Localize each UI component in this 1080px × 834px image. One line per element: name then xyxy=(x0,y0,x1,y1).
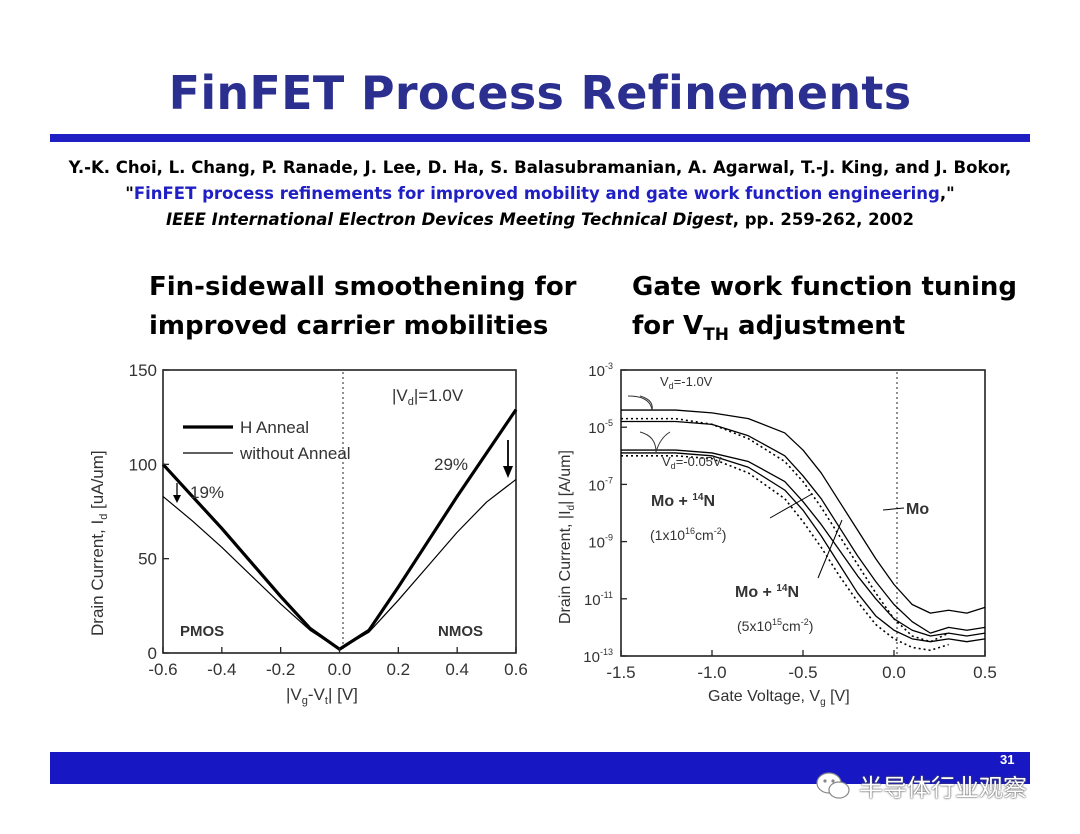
citation-journal-line: IEEE International Electron Devices Meet… xyxy=(0,210,1080,229)
vd-annotation: |Vd|=1.0V xyxy=(392,386,464,408)
dose-1-label: (1x1016cm-2) xyxy=(650,526,726,543)
watermark: 半导体行业观察 xyxy=(815,768,1027,803)
right-series-0 xyxy=(621,409,986,614)
left-x-tick-label: -0.2 xyxy=(266,660,295,679)
quote-close: ," xyxy=(939,184,955,203)
right-y-tick-label: 10-9 xyxy=(588,533,613,552)
right-percent-label: 29% xyxy=(434,455,468,474)
left-y-tick-label: 0 xyxy=(148,644,157,663)
title-underline xyxy=(50,134,1030,142)
right-series-3 xyxy=(621,452,986,643)
left-y-tick-label: 50 xyxy=(138,550,157,569)
left-y-axis-label: Drain Current, Id [uA/um] xyxy=(88,450,110,636)
mo-pointer xyxy=(882,507,905,511)
pmos-label: PMOS xyxy=(180,623,224,640)
left-heading-line2: improved carrier mobilities xyxy=(149,311,549,341)
right-y-tick-label: 10-7 xyxy=(588,475,613,494)
legend-without-anneal: without Anneal xyxy=(239,444,351,463)
right-heading-line2: for VTH adjustment xyxy=(632,307,1017,355)
left-x-tick-label: -0.6 xyxy=(148,660,177,679)
right-y-axis-label: Drain Current, |Id| [A/um] xyxy=(557,450,577,624)
left-heading: Fin-sidewall smoothening for improved ca… xyxy=(149,268,577,346)
citation-journal: IEEE International Electron Devices Meet… xyxy=(165,210,733,229)
footer-bar xyxy=(50,752,1030,784)
right-y-tick-label: 10-5 xyxy=(588,418,613,437)
quote-open: " xyxy=(125,184,134,203)
watermark-text: 半导体行业观察 xyxy=(859,774,1027,802)
vth-subscript: TH xyxy=(703,325,729,345)
mo-n-1-pointer xyxy=(769,493,813,519)
right-y-tick-label: 10-3 xyxy=(588,361,613,380)
slide-title: FinFET Process Refinements xyxy=(168,66,912,120)
legend-h-anneal: H Anneal xyxy=(240,418,309,437)
mo-n-label-2: Mo + 14N xyxy=(735,583,799,601)
vth-suffix: adjustment xyxy=(729,311,906,341)
left-y-tick-label: 150 xyxy=(129,361,157,380)
right-y-tick-label: 10-11 xyxy=(584,590,613,609)
page-number: 31 xyxy=(1000,752,1015,767)
nmos-label: NMOS xyxy=(438,623,483,640)
left-x-tick-label: 0.0 xyxy=(328,660,352,679)
citation-pages: , pp. 259-262, 2002 xyxy=(732,210,915,229)
citation-title-line: "FinFET process refinements for improved… xyxy=(0,184,1080,203)
left-x-tick-label: 0.6 xyxy=(504,660,528,679)
left-x-tick-label: -0.4 xyxy=(207,660,236,679)
right-series-4 xyxy=(621,417,949,643)
right-x-tick-label: -0.5 xyxy=(788,663,817,682)
mo-n-label-1: Mo + 14N xyxy=(651,492,715,510)
left-heading-line1: Fin-sidewall smoothening for xyxy=(149,272,577,302)
right-series-2 xyxy=(621,449,986,637)
dose-2-label: (5x1015cm-2) xyxy=(737,617,813,634)
vd-low-bracket xyxy=(639,431,671,453)
left-arrow-head xyxy=(173,495,181,503)
mo-label: Mo xyxy=(906,501,929,518)
right-x-axis-label: Gate Voltage, Vg [V] xyxy=(708,688,850,708)
vd-high-bracket xyxy=(627,395,653,411)
left-percent-label: 19% xyxy=(190,483,224,502)
right-y-tick-label: 10-13 xyxy=(583,647,613,666)
right-x-tick-label: 0.0 xyxy=(882,663,906,682)
right-series-5 xyxy=(621,454,949,652)
vth-prefix: for V xyxy=(632,311,704,341)
right-x-tick-label: -1.0 xyxy=(697,663,726,682)
vd-low-label: Vd=-0.05V xyxy=(662,454,722,471)
wechat-icon xyxy=(816,771,850,799)
right-x-tick-label: -1.5 xyxy=(606,663,635,682)
left-x-tick-label: 0.2 xyxy=(387,660,411,679)
right-series-1 xyxy=(621,420,986,634)
mo-n-2-pointer xyxy=(817,519,843,579)
citation-paper-title: FinFET process refinements for improved … xyxy=(133,184,940,203)
left-x-axis-label: |Vg-Vt| [V] xyxy=(286,685,358,707)
left-y-tick-label: 100 xyxy=(129,455,157,474)
citation-authors: Y.-K. Choi, L. Chang, P. Ranade, J. Lee,… xyxy=(68,158,1012,177)
right-arrow-head xyxy=(503,466,513,478)
right-heading: Gate work function tuning for VTH adjust… xyxy=(632,268,1017,355)
right-x-tick-label: 0.5 xyxy=(973,663,997,682)
left-x-tick-label: 0.4 xyxy=(445,660,469,679)
right-heading-line1: Gate work function tuning xyxy=(632,272,1018,302)
vd-high-label: Vd=-1.0V xyxy=(660,374,713,391)
